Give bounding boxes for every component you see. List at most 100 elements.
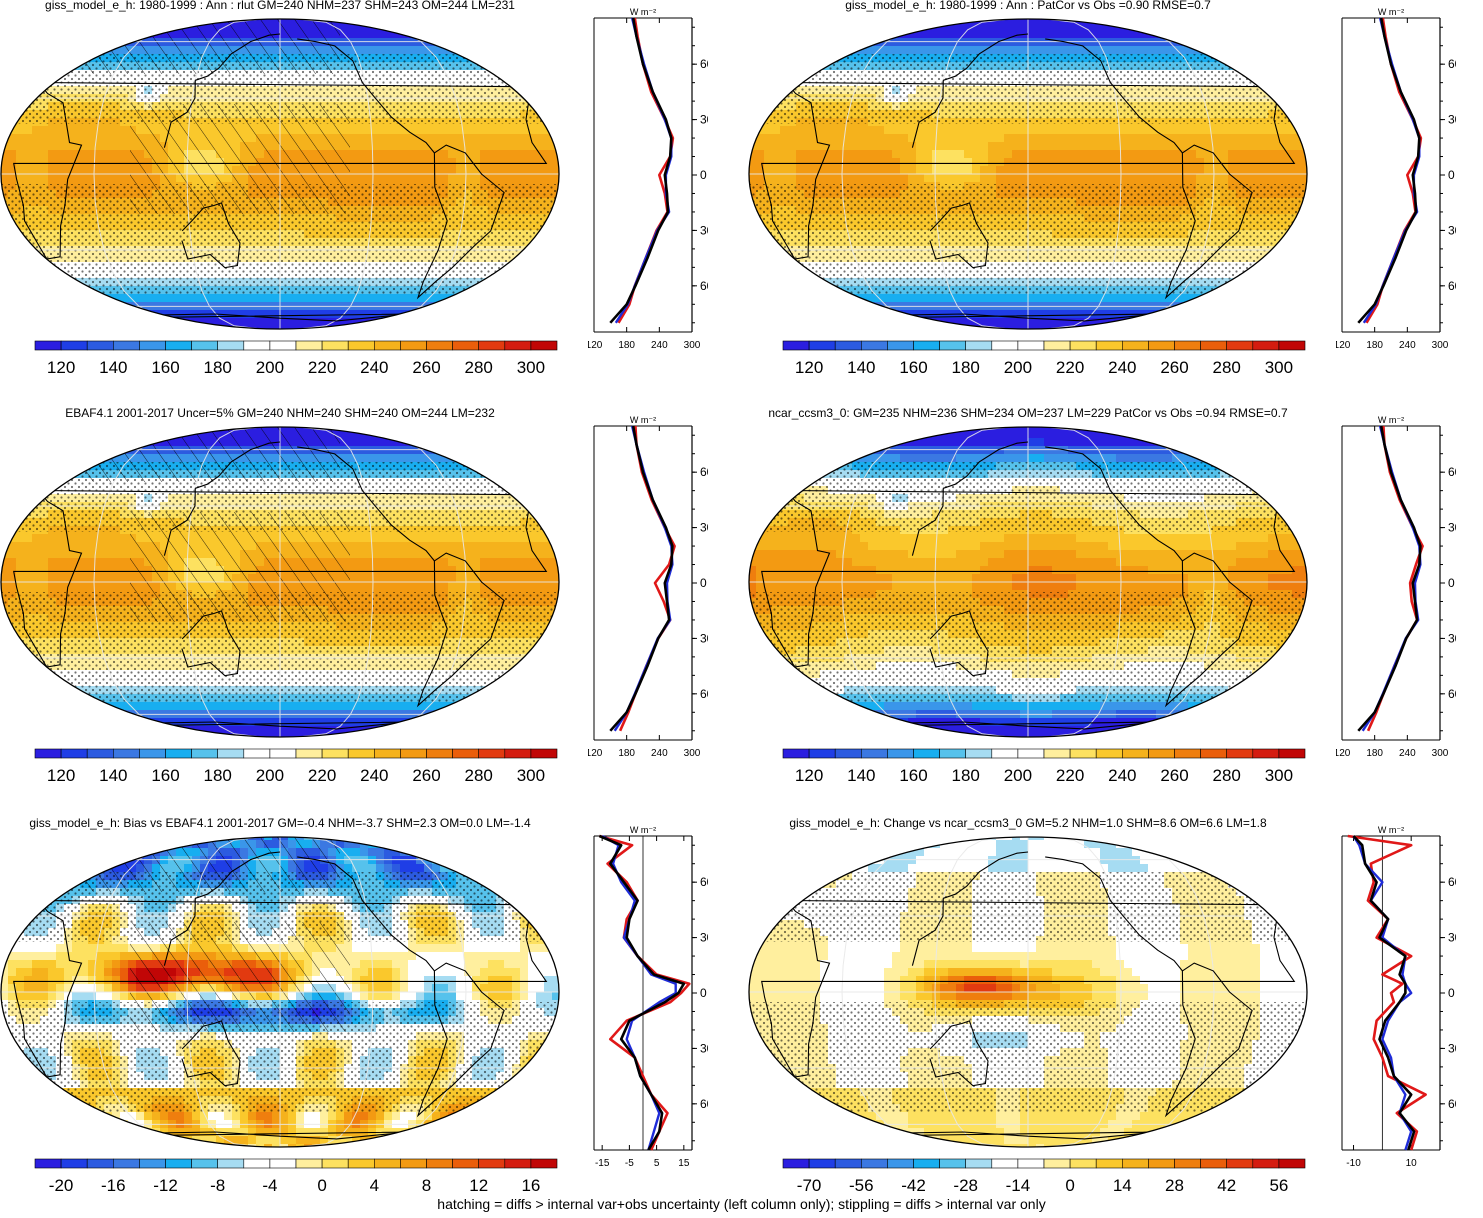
robinson-map (748, 832, 1308, 1152)
map-field (748, 422, 1308, 742)
colorbar-swatch (61, 749, 87, 758)
colorbar-swatch (479, 749, 505, 758)
colorbar-swatch (505, 749, 531, 758)
colorbar-label: 260 (1160, 766, 1188, 785)
colorbar-label: -14 (1006, 1176, 1031, 1195)
colorbar-swatch (192, 341, 218, 350)
colorbar-swatch (531, 749, 557, 758)
colorbar-swatch (835, 1159, 861, 1168)
lat-label: 60N (700, 57, 708, 71)
profile-line-obs (602, 836, 676, 1150)
colorbar-swatch (270, 341, 296, 350)
x-tick-label: -5 (625, 1158, 634, 1169)
lat-label: 60N (700, 465, 708, 479)
colorbar-label: 120 (795, 358, 823, 377)
colorbar-swatch (427, 341, 453, 350)
colorbar-swatch (87, 341, 113, 350)
lat-label: 30N (1448, 931, 1456, 945)
colorbar-label: 240 (1108, 766, 1136, 785)
colorbar-label: 56 (1269, 1176, 1288, 1195)
panel-ebaf-obs: EBAF4.1 2001-2017 Uncer=5% GM=240 NHM=24… (0, 408, 740, 808)
zonal-mean-profile: W m⁻²60N30N030S60S120180240300 (588, 414, 708, 766)
colorbar-swatch (322, 341, 348, 350)
colorbar-swatch (1018, 749, 1044, 758)
colorbar-swatch (322, 749, 348, 758)
colorbar-label: 240 (1108, 358, 1136, 377)
lat-label: 60N (1448, 57, 1456, 71)
colorbar-label: -16 (101, 1176, 126, 1195)
colorbar-swatch (244, 749, 270, 758)
colorbar-swatch (87, 1159, 113, 1168)
panel-title: giss_model_e_h: 1980-1999 : Ann : PatCor… (748, 0, 1308, 12)
panel-title: giss_model_e_h: Change vs ncar_ccsm3_0 G… (748, 816, 1308, 830)
colorbar-swatch (348, 1159, 374, 1168)
colorbar-swatch (427, 749, 453, 758)
lat-label: 0 (700, 576, 707, 590)
zonal-mean-profile: W m⁻²60N30N030S60S120180240300 (1336, 414, 1456, 766)
colorbar-label: 160 (899, 766, 927, 785)
colorbar-label: 280 (465, 766, 493, 785)
colorbar-label: 300 (1265, 766, 1293, 785)
colorbar-swatch (809, 341, 835, 350)
colorbar-swatch (296, 341, 322, 350)
colorbar-label: -8 (210, 1176, 225, 1195)
x-tick-label: 240 (1399, 748, 1416, 759)
colorbar: 120140160180200220240260280300320 (34, 748, 562, 788)
lat-label: 0 (1448, 576, 1455, 590)
colorbar-swatch (783, 1159, 809, 1168)
panel-title: ncar_ccsm3_0: GM=235 NHM=236 SHM=234 OM=… (748, 406, 1308, 420)
x-tick-label: 15 (678, 1158, 690, 1169)
colorbar-label: 200 (256, 358, 284, 377)
x-tick-label: 300 (1432, 340, 1449, 351)
colorbar-swatch (1253, 341, 1279, 350)
colorbar-label: 120 (795, 766, 823, 785)
map-field (748, 832, 1308, 1152)
colorbar-label: 220 (308, 766, 336, 785)
colorbar-label: 14 (1113, 1176, 1132, 1195)
colorbar-swatch (400, 749, 426, 758)
colorbar-label: 12 (469, 1176, 488, 1195)
x-tick-label: 180 (1366, 748, 1383, 759)
robinson-map (0, 14, 560, 334)
panel-bias: giss_model_e_h: Bias vs EBAF4.1 2001-201… (0, 818, 740, 1218)
lat-label: 30N (700, 931, 708, 945)
colorbar-swatch (1070, 749, 1096, 758)
colorbar-swatch (400, 341, 426, 350)
colorbar-label: 200 (1004, 766, 1032, 785)
profile-unit: W m⁻² (630, 415, 656, 425)
colorbar-label: -28 (953, 1176, 978, 1195)
colorbar-label: -20 (49, 1176, 74, 1195)
lat-label: 30S (1448, 1041, 1456, 1055)
footer-note: hatching = diffs > internal var+obs unce… (0, 1196, 1483, 1212)
colorbar-label: 180 (204, 766, 232, 785)
colorbar-swatch (35, 749, 61, 758)
profile-line-model (1367, 18, 1421, 323)
colorbar-label: 140 (99, 358, 127, 377)
colorbar-label: 200 (256, 766, 284, 785)
panel-change: giss_model_e_h: Change vs ncar_ccsm3_0 G… (748, 818, 1483, 1218)
colorbar-swatch (531, 341, 557, 350)
lat-label: 60S (700, 1097, 708, 1111)
lat-label: 60S (700, 687, 708, 701)
colorbar-swatch (1070, 1159, 1096, 1168)
lat-label: 60S (700, 279, 708, 293)
colorbar-swatch (61, 341, 87, 350)
lat-label: 30S (700, 631, 708, 645)
colorbar-swatch (1227, 341, 1253, 350)
robinson-map (0, 422, 560, 742)
colorbar-swatch (348, 749, 374, 758)
colorbar-swatch (1201, 749, 1227, 758)
colorbar-label: 0 (1065, 1176, 1074, 1195)
colorbar-swatch (1148, 1159, 1174, 1168)
x-tick-label: 5 (654, 1158, 660, 1169)
map-field (748, 14, 1308, 334)
profile-line-ref (599, 836, 683, 1150)
profile-unit: W m⁻² (1378, 7, 1404, 17)
colorbar: -70-56-42-28-1401428425670 (782, 1158, 1310, 1198)
colorbar-label: 300 (517, 358, 545, 377)
colorbar-swatch (1096, 341, 1122, 350)
colorbar-swatch (835, 749, 861, 758)
panel-title: giss_model_e_h: 1980-1999 : Ann : rlut G… (0, 0, 560, 12)
x-tick-label: 120 (588, 748, 603, 759)
